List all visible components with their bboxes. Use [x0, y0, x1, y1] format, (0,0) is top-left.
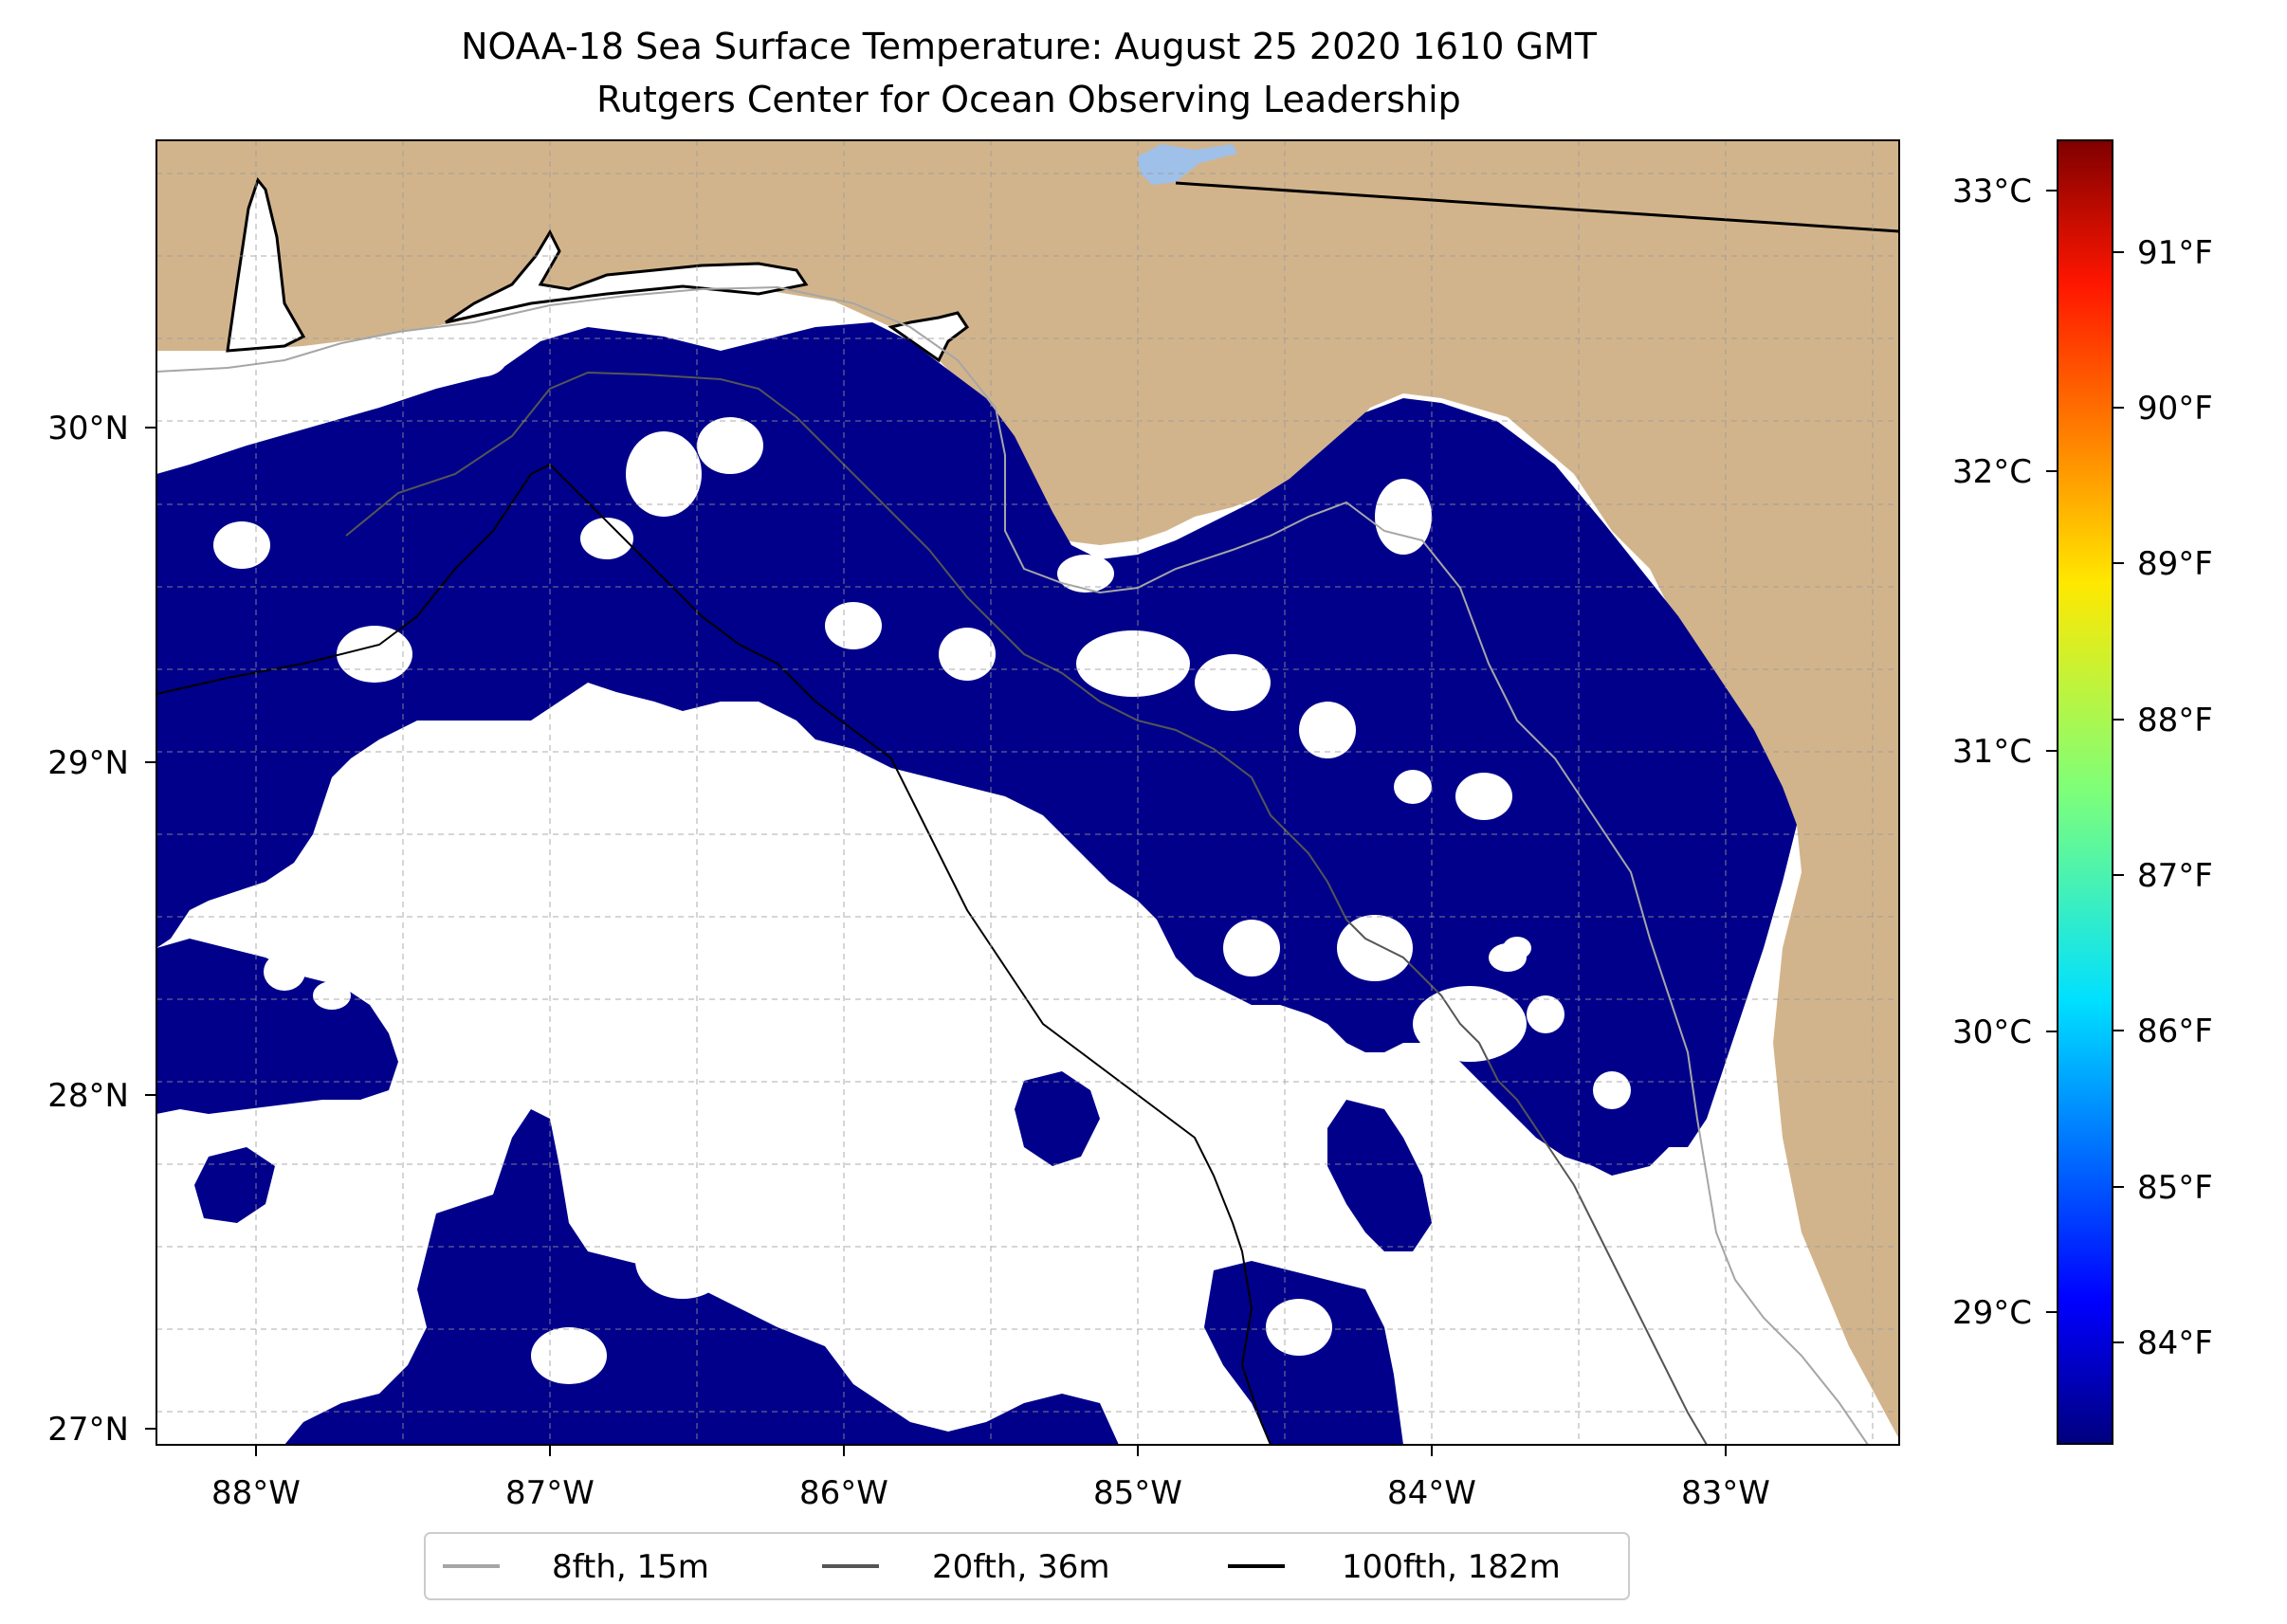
sst-mid-patch: [1015, 1071, 1100, 1166]
cbar-label-30c: 30°C: [1952, 1013, 2032, 1051]
cbar-label-31c: 31°C: [1952, 733, 2032, 771]
legend: 8fth, 15m 20fth, 36m 100fth, 182m: [424, 1532, 1630, 1600]
cloud-holes: [213, 339, 1631, 1384]
cbar-label-84f: 84°F: [2137, 1324, 2213, 1362]
cbar-label-89f: 89°F: [2137, 545, 2213, 583]
cbar-label-90f: 90°F: [2137, 390, 2213, 428]
sst-southwest-patch: [194, 1147, 275, 1223]
gridlines: [156, 140, 1899, 1445]
lat-label-29n: 29°N: [47, 744, 129, 782]
title-line-1: NOAA-18 Sea Surface Temperature: August …: [461, 26, 1598, 67]
cbar-label-88f: 88°F: [2137, 702, 2213, 739]
lon-label-83w: 83°W: [1681, 1474, 1770, 1512]
colorbar: 33°C 32°C 31°C 30°C 29°C 91°F 90°F 89°F …: [1952, 139, 2213, 1445]
legend-label-8fth: 8fth, 15m: [552, 1548, 709, 1586]
lon-label-84w: 84°W: [1387, 1474, 1476, 1512]
contour-100fth: [156, 463, 1272, 1445]
contour-20fth: [345, 371, 1708, 1445]
lat-label-30n: 30°N: [47, 410, 129, 447]
lon-tick-marks: [255, 1445, 1727, 1456]
lon-label-85w: 85°W: [1093, 1474, 1182, 1512]
lon-label-86w: 86°W: [799, 1474, 888, 1512]
land-north-coast: [156, 140, 1899, 1439]
cbar-label-91f: 91°F: [2137, 234, 2213, 272]
colorbar-fahrenheit-labels: 91°F 90°F 89°F 88°F 87°F 86°F 85°F 84°F: [2137, 234, 2213, 1362]
contour-8fth: [156, 285, 1869, 1445]
cbar-label-87f: 87°F: [2137, 857, 2213, 895]
colorbar-gradient: [2057, 139, 2113, 1445]
lon-label-87w: 87°W: [505, 1474, 595, 1512]
legend-label-20fth: 20fth, 36m: [932, 1548, 1110, 1586]
sst-east-patch: [1327, 1100, 1432, 1251]
cbar-label-86f: 86°F: [2137, 1013, 2213, 1050]
cbar-label-29c: 29°C: [1952, 1294, 2032, 1332]
lat-label-27n: 27°N: [47, 1411, 129, 1449]
lon-label-88w: 88°W: [211, 1474, 301, 1512]
cbar-label-32c: 32°C: [1952, 453, 2032, 491]
lat-tick-labels: 30°N 29°N 28°N 27°N: [47, 410, 129, 1449]
map-frame: [156, 139, 1900, 1446]
bay-mobile: [226, 176, 306, 353]
sst-west-patch: [156, 939, 398, 1114]
lon-tick-labels: 88°W 87°W 86°W 85°W 84°W 83°W: [211, 1474, 1770, 1512]
lat-label-28n: 28°N: [47, 1077, 129, 1115]
sst-south-central: [284, 1109, 1119, 1445]
cbar-label-85f: 85°F: [2137, 1169, 2213, 1207]
state-border: [1175, 181, 1899, 233]
lat-tick-marks: [145, 427, 156, 1430]
bay-st-andrew: [887, 311, 970, 363]
title-line-2: Rutgers Center for Ocean Observing Leade…: [596, 79, 1461, 120]
colorbar-celsius-ticks: [2046, 190, 2058, 1313]
legend-label-100fth: 100fth, 182m: [1342, 1548, 1561, 1586]
legend-box: [424, 1532, 1630, 1600]
cbar-label-33c: 33°C: [1952, 173, 2032, 210]
colorbar-celsius-labels: 33°C 32°C 31°C 30°C 29°C: [1952, 173, 2032, 1332]
map-panel: [156, 140, 1899, 1445]
lake-seminole: [1138, 144, 1237, 185]
colorbar-fahrenheit-ticks: [2113, 251, 2124, 1343]
